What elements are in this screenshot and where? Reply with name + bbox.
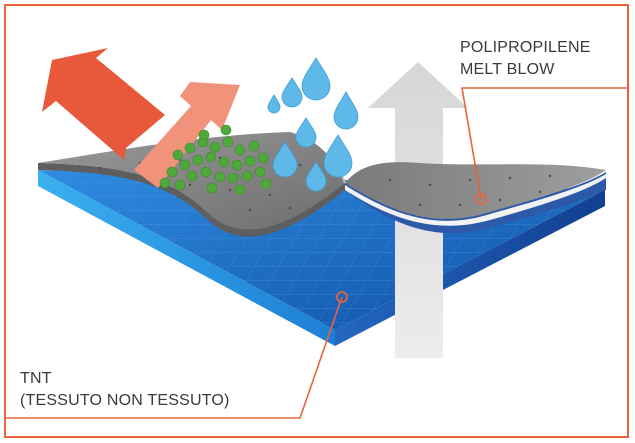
inward-arrow-icon [134, 82, 240, 188]
water-droplet-icon [267, 57, 359, 192]
outward-arrow-icon [42, 48, 165, 160]
tnt-label-line2: (TESSUTO NON TESSUTO) [20, 392, 230, 409]
diagram-frame [4, 4, 629, 438]
leader-line-polypropylene [461, 87, 628, 205]
tnt-label: TNT (TESSUTO NON TESSUTO) [20, 368, 230, 412]
leader-line-tnt [6, 291, 348, 419]
polypropylene-label: POLIPROPILENE MELT BLOW [460, 37, 591, 81]
particle-icon [159, 124, 272, 196]
tnt-label-line1: TNT [20, 370, 52, 387]
polypropylene-label-line1: POLIPROPILENE [460, 39, 591, 56]
polypropylene-label-line2: MELT BLOW [460, 61, 555, 78]
